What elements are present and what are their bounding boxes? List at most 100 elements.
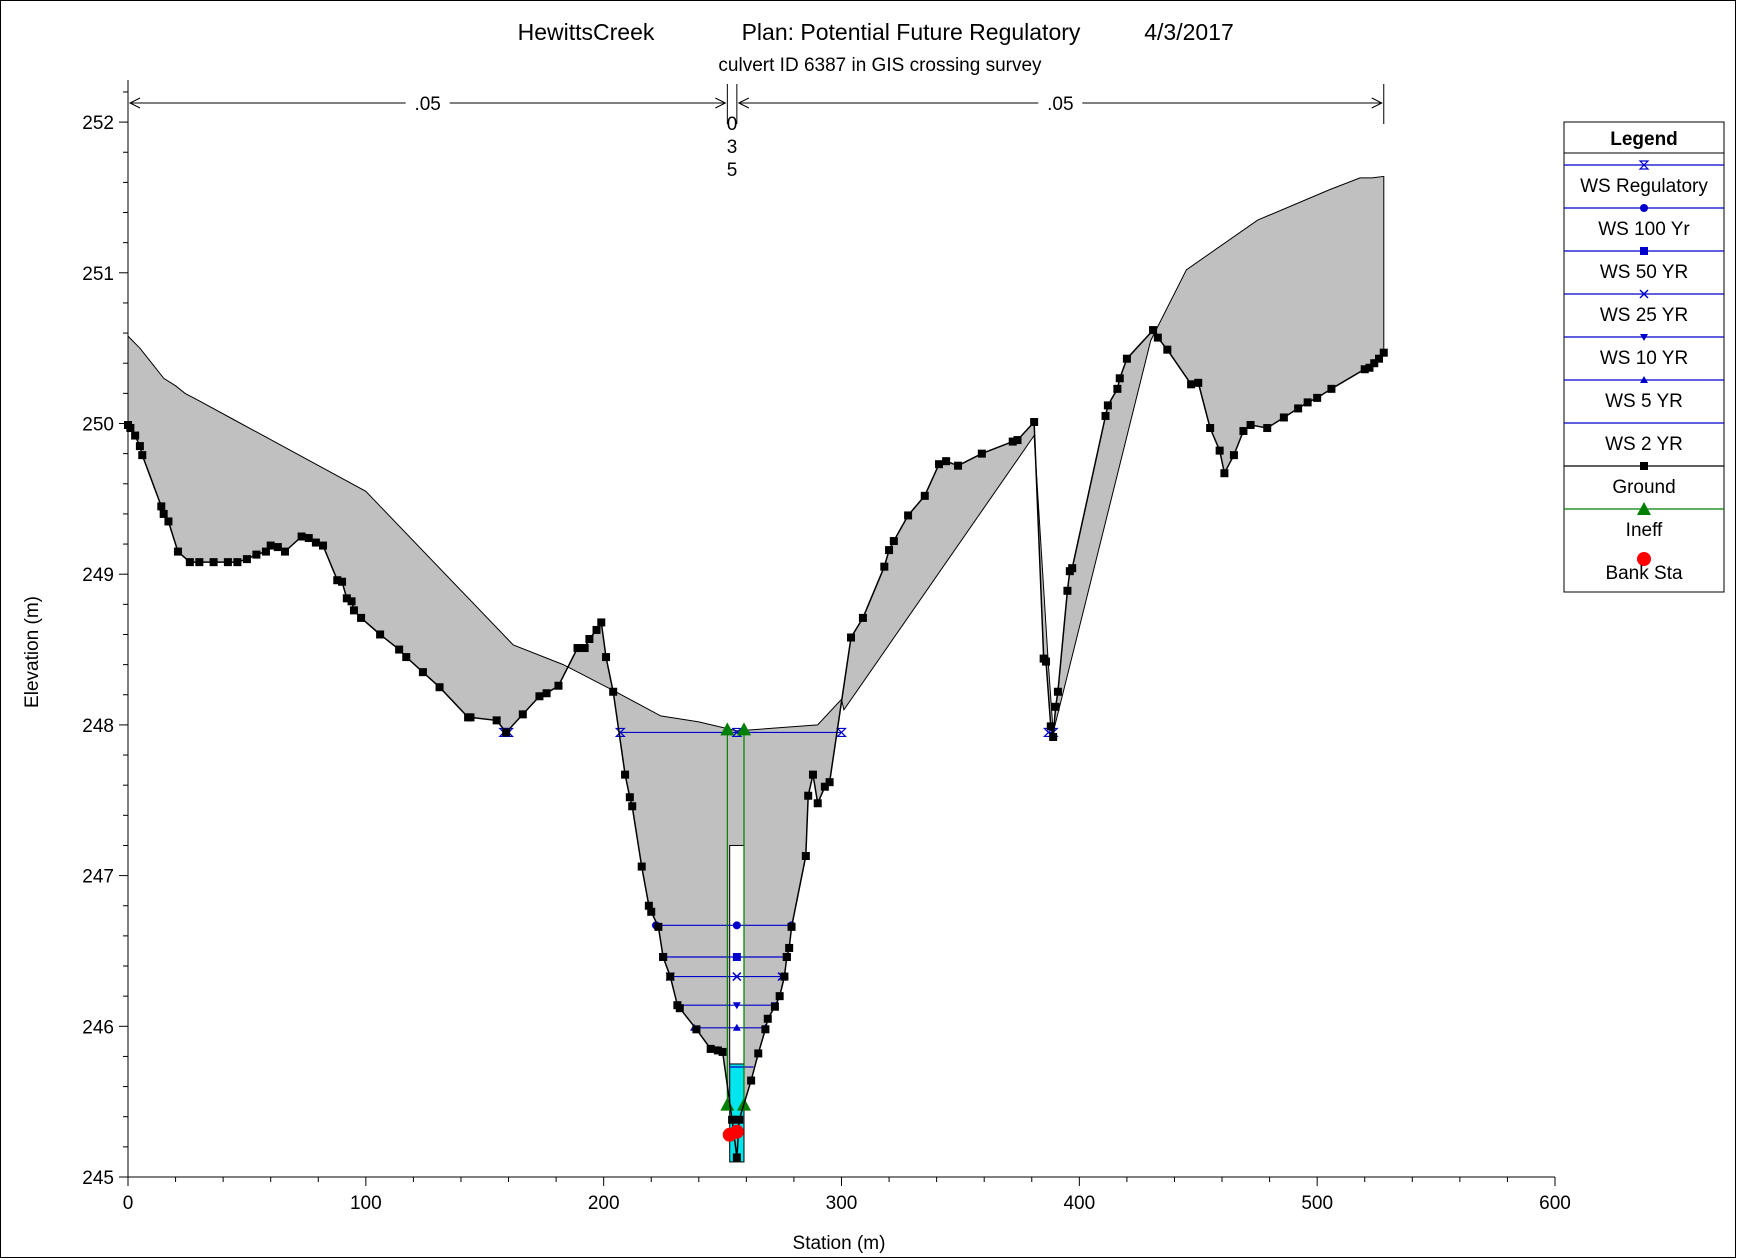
ground-point xyxy=(135,442,144,451)
legend-item-ws-50-yr: WS 50 YR xyxy=(1564,247,1724,283)
ground-point xyxy=(1313,393,1322,402)
ground-point xyxy=(625,793,634,802)
ground-point xyxy=(304,534,313,543)
chart-subtitle: culvert ID 6387 in GIS crossing survey xyxy=(718,55,1042,76)
legend-label: WS 50 YR xyxy=(1600,262,1688,283)
ground-point xyxy=(280,547,289,556)
ground-point xyxy=(609,687,618,696)
ground-point xyxy=(349,606,358,615)
ineff-point xyxy=(720,722,735,736)
legend-label: WS 5 YR xyxy=(1605,391,1683,412)
ground-point xyxy=(1051,702,1060,711)
ground-point xyxy=(338,577,347,586)
series-ineff xyxy=(720,722,751,1111)
y-tick-label: 249 xyxy=(82,565,114,586)
legend-item-bank-sta: Bank Sta xyxy=(1605,552,1683,584)
ws-marker xyxy=(732,1023,741,1031)
legend-marker xyxy=(1640,204,1648,212)
ground-point xyxy=(692,1025,701,1034)
ground-point xyxy=(542,689,551,698)
mannings-arrow-head xyxy=(715,97,727,109)
ground-point xyxy=(435,683,444,692)
legend-label: Ineff xyxy=(1626,520,1663,541)
ground-point xyxy=(223,558,232,567)
mannings-arrow-head xyxy=(128,97,141,109)
ground-point xyxy=(1049,732,1058,741)
ground-point xyxy=(1187,380,1196,389)
ground-point xyxy=(1103,401,1112,410)
x-tick-label: 600 xyxy=(1539,1193,1571,1214)
ground-point xyxy=(1215,446,1224,455)
ground-point xyxy=(647,907,656,916)
ground-point xyxy=(820,782,829,791)
y-tick-label: 250 xyxy=(82,415,114,436)
x-tick-label: 200 xyxy=(588,1193,620,1214)
ground-point xyxy=(159,509,168,518)
legend-item-ws-5-yr: WS 5 YR xyxy=(1564,376,1724,412)
ground-point xyxy=(780,972,789,981)
ground-point xyxy=(1303,398,1312,407)
ground-point xyxy=(1279,413,1288,422)
ground-point xyxy=(747,1076,756,1085)
ground-point xyxy=(666,972,675,981)
ground-point xyxy=(585,635,594,644)
y-tick-label: 251 xyxy=(82,264,114,285)
legend-label: WS 10 YR xyxy=(1600,348,1688,369)
y-axis-label: Elevation (m) xyxy=(22,596,43,708)
ground-point xyxy=(787,922,796,931)
ground-point xyxy=(1063,586,1072,595)
ground-point xyxy=(242,555,251,564)
ground-point xyxy=(718,1047,727,1056)
ground-point xyxy=(825,778,834,787)
ground-point xyxy=(1149,326,1158,335)
ground-point xyxy=(266,541,275,550)
legend-item-ws-2-yr: WS 2 YR xyxy=(1564,422,1724,455)
ineff-point xyxy=(736,722,751,736)
ground-point xyxy=(858,613,867,622)
ws-marker xyxy=(732,921,741,930)
ground-point xyxy=(1030,417,1039,426)
ground-point xyxy=(311,538,320,547)
ground-point xyxy=(252,550,261,559)
ground-point xyxy=(342,594,351,603)
legend-items: WS Regulatory WS 100 Yr WS 50 YR WS 25 YR WS… xyxy=(1564,160,1724,584)
ground-point xyxy=(659,952,668,961)
ground-point xyxy=(592,625,601,634)
x-tick-label: 0 xyxy=(123,1193,134,1214)
legend-marker xyxy=(1640,334,1648,341)
ground-point xyxy=(1115,374,1124,383)
ground-point xyxy=(273,543,282,552)
ground-point xyxy=(644,901,653,910)
ground-point xyxy=(418,668,427,677)
legend-marker xyxy=(1638,160,1650,170)
ground-point xyxy=(319,541,328,550)
legend-item-ground: Ground xyxy=(1564,462,1724,498)
ground-point xyxy=(735,1115,744,1124)
mannings-label: .05 xyxy=(414,94,440,115)
mannings-label-bg xyxy=(405,91,450,115)
ground-point xyxy=(164,517,173,526)
legend-label: Bank Sta xyxy=(1605,563,1683,584)
ground-point xyxy=(602,653,611,662)
chart-title-date: 4/3/2017 xyxy=(1144,19,1234,45)
ground-point xyxy=(713,1046,722,1055)
ground-point xyxy=(801,852,810,861)
ws-marker xyxy=(732,952,741,961)
ground-point xyxy=(554,681,563,690)
ground-point xyxy=(1122,354,1131,363)
ground-point xyxy=(492,716,501,725)
ground-point xyxy=(1113,384,1122,393)
legend-label: WS 2 YR xyxy=(1605,434,1683,455)
mannings-label-vertical: 3 xyxy=(727,137,738,158)
ground-point xyxy=(138,451,147,460)
legend-item-ws-regulatory: WS Regulatory xyxy=(1564,160,1724,197)
ground-point xyxy=(1379,348,1388,357)
ground-point xyxy=(754,1049,763,1058)
mannings-label: .05 xyxy=(1047,94,1073,115)
gray-area xyxy=(128,176,1384,1158)
ground-point xyxy=(1246,421,1255,430)
ground-point xyxy=(502,728,511,737)
mannings-segment: .05 xyxy=(737,91,1383,115)
ground-point xyxy=(185,558,194,567)
